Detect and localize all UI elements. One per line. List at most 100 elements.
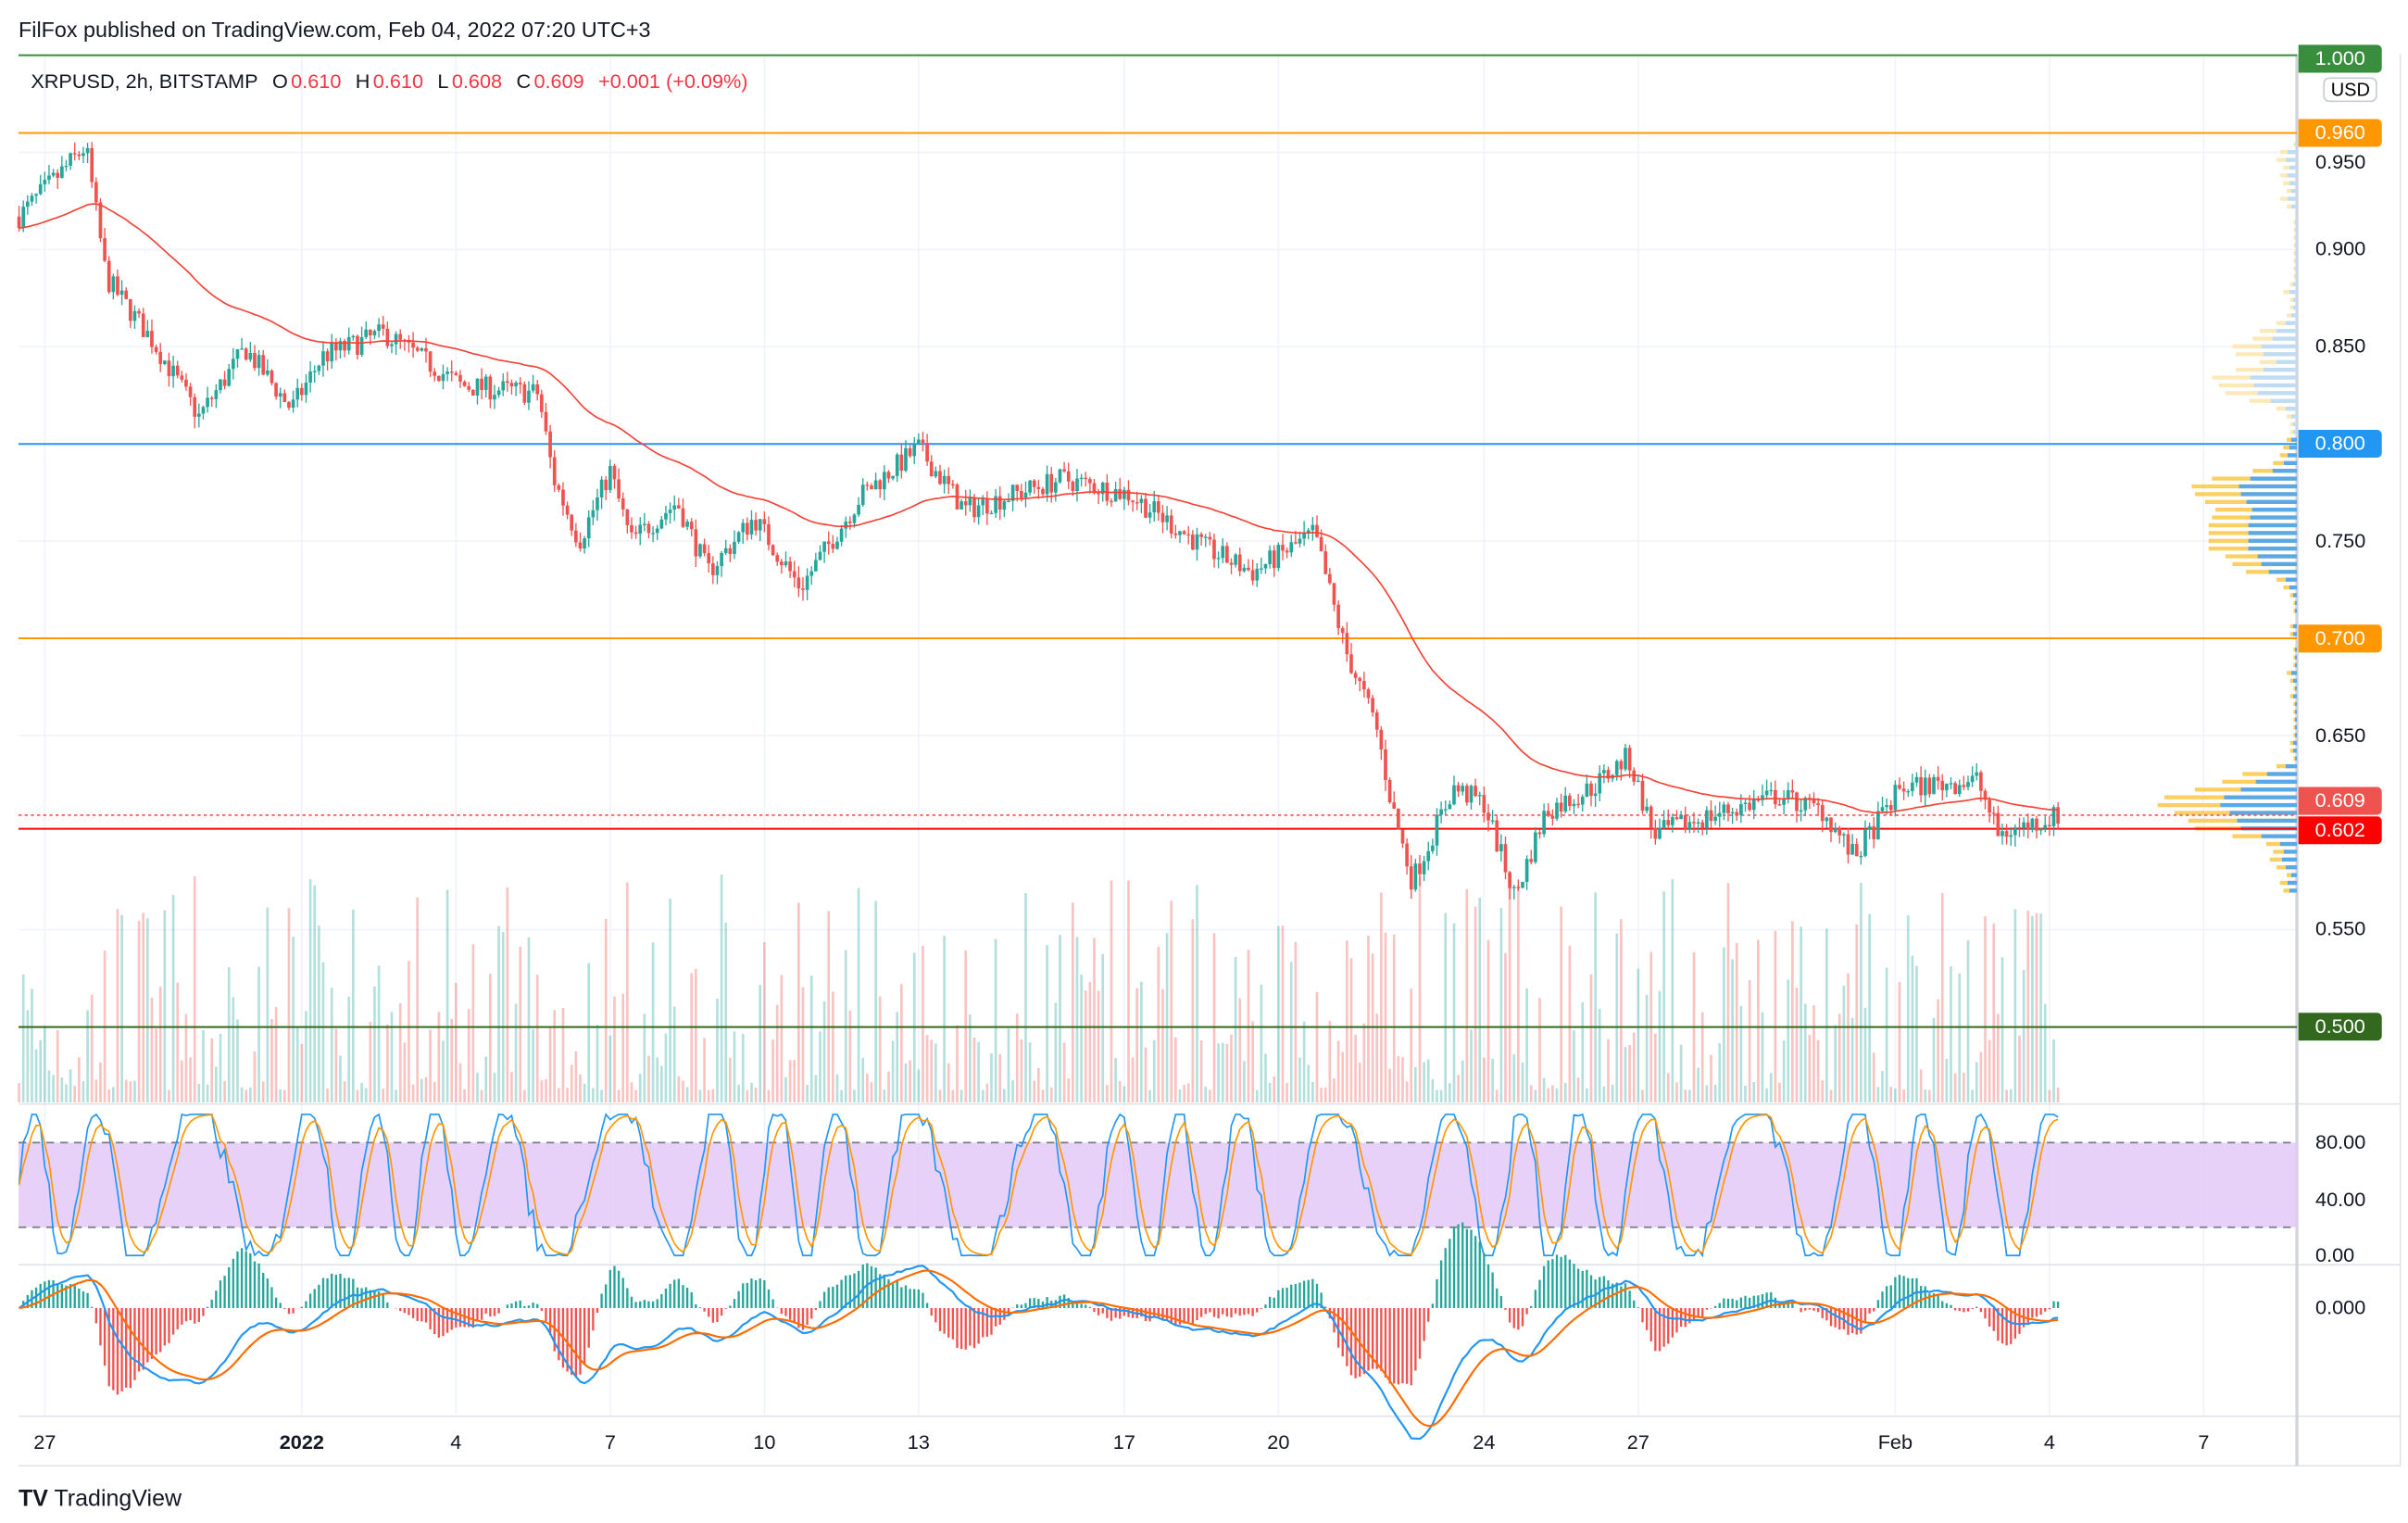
volume-bar — [969, 1014, 972, 1102]
candle-body — [141, 313, 145, 337]
candle — [1645, 798, 1649, 814]
candle — [1658, 818, 1662, 840]
volume-bar — [1015, 1013, 1019, 1102]
candle — [1212, 534, 1216, 568]
macd-histogram-bar — [703, 1307, 706, 1312]
macd-histogram-bar — [339, 1273, 342, 1308]
volume-bar — [253, 1051, 257, 1102]
candle-body — [266, 370, 270, 375]
macd-histogram-bar — [112, 1307, 115, 1391]
macd-histogram-bar — [1997, 1307, 2000, 1341]
candle-body — [1627, 748, 1632, 771]
candle-body — [1901, 788, 1906, 792]
candle — [1131, 499, 1135, 512]
macd-histogram-bar — [1273, 1297, 1275, 1308]
volume-bar — [142, 913, 145, 1102]
candle — [1461, 782, 1465, 796]
volume-bar — [819, 1031, 821, 1102]
macd-histogram-bar — [146, 1307, 149, 1363]
candle-body — [90, 147, 94, 183]
high-value: 0.610 — [372, 69, 424, 94]
candle — [377, 318, 381, 338]
candle-body — [158, 351, 163, 364]
volume-bar — [1426, 1059, 1430, 1102]
candle-body — [698, 544, 702, 557]
macd-histogram-bar — [1423, 1307, 1425, 1341]
candle-body — [968, 497, 972, 506]
volume-bar — [442, 1040, 445, 1102]
volume-bar — [883, 1089, 886, 1102]
volume-bar — [1221, 1042, 1224, 1102]
candle-body — [792, 571, 796, 578]
candle — [1927, 774, 1932, 798]
volume-bar — [356, 1089, 359, 1102]
macd-histogram-bar — [1499, 1296, 1503, 1308]
macd-histogram-bar — [1542, 1265, 1546, 1308]
candle — [514, 381, 518, 396]
currency-button[interactable]: USD — [2323, 77, 2378, 103]
macd-histogram-bar — [943, 1307, 946, 1334]
volume-bar — [1744, 1085, 1747, 1102]
candle-body — [1666, 820, 1671, 825]
volume-bar — [1122, 1086, 1126, 1102]
candle — [381, 316, 385, 336]
price-level-label: 0.960 — [2298, 119, 2382, 147]
volume-bar — [1470, 1029, 1473, 1102]
volume-bar — [352, 909, 355, 1102]
candle-body — [1674, 817, 1679, 820]
volume-bar — [326, 1089, 329, 1102]
volume-bar — [685, 1087, 689, 1102]
candle — [1692, 812, 1696, 833]
volume-bar — [398, 1003, 402, 1102]
macd-histogram-bar — [669, 1283, 671, 1308]
candle-body — [278, 393, 282, 397]
macd-histogram-bar — [784, 1307, 787, 1316]
candle-body — [814, 560, 818, 572]
volume-bar — [1876, 1087, 1880, 1102]
high-label: H — [355, 69, 370, 94]
candle-body — [1268, 550, 1272, 564]
macd-histogram-bar — [1122, 1307, 1126, 1316]
candle-body — [1880, 807, 1885, 812]
time-tick: 24 — [1473, 1429, 1496, 1454]
macd-histogram-bar — [1586, 1269, 1588, 1308]
candle — [985, 491, 989, 525]
candle — [1315, 515, 1319, 538]
macd-histogram-bar — [523, 1305, 526, 1308]
macd-histogram-bar — [716, 1307, 719, 1323]
candle — [839, 524, 844, 547]
time-tick: 27 — [33, 1429, 56, 1454]
volume-bar — [604, 918, 608, 1102]
candle-body — [1477, 795, 1482, 797]
candle — [1160, 505, 1165, 534]
candle — [1730, 807, 1735, 824]
volume-bar — [1037, 1067, 1040, 1102]
volume-bar — [2056, 1088, 2060, 1102]
volume-bar — [1388, 1068, 1391, 1102]
candle-body — [994, 496, 997, 513]
candle — [304, 373, 308, 403]
volume-bar — [1945, 1059, 1949, 1102]
volume-bar — [861, 1057, 865, 1102]
candle — [60, 156, 64, 179]
volume-bar — [1889, 1087, 1893, 1102]
volume-bar — [1439, 1089, 1443, 1102]
symbol-label[interactable]: XRPUSD, 2h, BITSTAMP — [31, 69, 258, 94]
candle — [77, 151, 82, 160]
volume-bar — [206, 1084, 209, 1102]
candle-body — [1054, 482, 1058, 493]
candle — [1503, 836, 1508, 879]
candle-body — [2043, 824, 2048, 829]
volume-bar — [1003, 1089, 1006, 1102]
macd-histogram-bar — [1594, 1279, 1597, 1308]
candle — [274, 382, 278, 400]
macd-histogram-bar — [673, 1279, 676, 1308]
macd-histogram-bar — [1602, 1276, 1606, 1308]
volume-profile-bar — [2248, 531, 2298, 535]
macd-histogram-bar — [553, 1307, 556, 1352]
volume-bar — [1860, 882, 1862, 1102]
volume-bar — [703, 1038, 706, 1102]
volume-bar — [257, 966, 260, 1102]
candle — [1559, 793, 1563, 818]
